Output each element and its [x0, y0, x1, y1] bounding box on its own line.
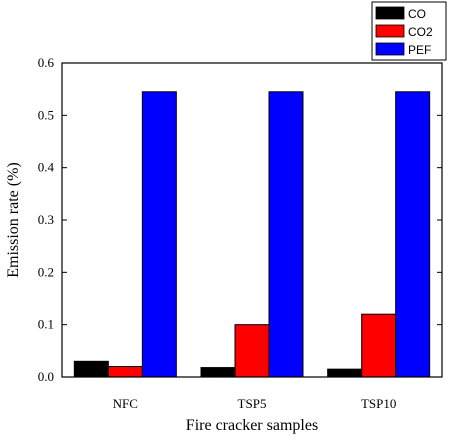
bar-co-nfc	[73, 360, 109, 378]
legend-swatch-co2	[375, 24, 405, 38]
legend-swatch-pef	[375, 42, 405, 56]
legend-label-co: CO	[408, 7, 426, 21]
bars-layer	[73, 91, 431, 378]
x-tick-label: TSP10	[361, 396, 396, 411]
bar-pef-tsp10	[395, 91, 431, 378]
legend-label-co2: CO2	[408, 25, 433, 39]
y-tick-label: 0.0	[38, 369, 54, 384]
bar-co2-nfc	[107, 366, 143, 378]
x-tick-label: TSP5	[238, 396, 267, 411]
legend: CO CO2 PEF	[371, 1, 447, 61]
bar-pef-tsp5	[268, 91, 304, 378]
bar-pef-nfc	[141, 91, 177, 378]
y-tick-label: 0.6	[38, 55, 55, 70]
x-axis-label: Fire cracker samples	[186, 417, 318, 434]
legend-label-pef: PEF	[408, 43, 431, 57]
x-axis-ticks: NFC TSP5 TSP10	[113, 396, 397, 411]
y-tick-label: 0.2	[38, 264, 54, 279]
y-tick-label: 0.3	[38, 212, 54, 227]
bar-co2-tsp5	[234, 324, 270, 378]
y-tick-label: 0.5	[38, 107, 54, 122]
y-axis-label: Emission rate (%)	[5, 162, 22, 278]
legend-swatch-co	[375, 6, 405, 20]
x-tick-label: NFC	[113, 396, 138, 411]
y-tick-label: 0.4	[38, 160, 55, 175]
y-axis-ticks: 0.0 0.1 0.2 0.3 0.4 0.5 0.6	[38, 55, 442, 384]
bar-co-tsp5	[200, 367, 236, 378]
y-tick-label: 0.1	[38, 317, 54, 332]
bar-co-tsp10	[327, 368, 363, 378]
bar-co2-tsp10	[361, 313, 397, 378]
